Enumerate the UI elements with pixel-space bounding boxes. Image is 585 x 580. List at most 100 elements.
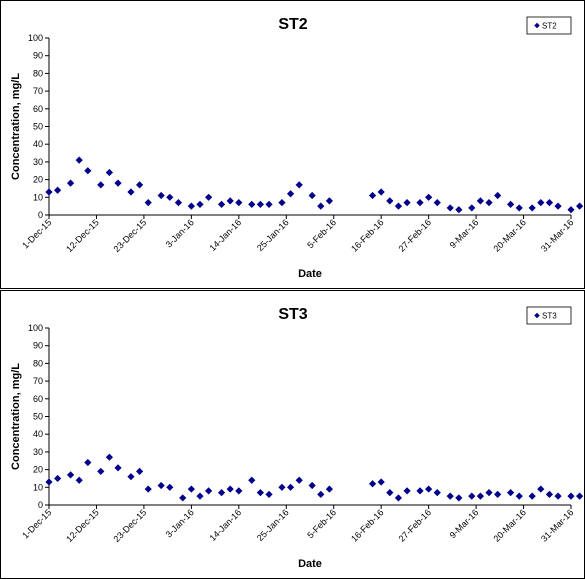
data-point xyxy=(248,200,256,208)
data-point xyxy=(54,474,62,483)
data-point xyxy=(97,181,105,189)
y-tick-label: 90 xyxy=(33,51,43,61)
data-point xyxy=(75,156,83,164)
y-tick-label: 30 xyxy=(33,447,43,457)
data-point xyxy=(278,199,286,207)
data-point xyxy=(174,199,183,207)
x-tick-label: 14-Jan-16 xyxy=(208,507,244,543)
data-point xyxy=(545,199,554,207)
x-tick-label: 16-Feb-16 xyxy=(349,507,385,543)
data-point xyxy=(166,483,174,491)
data-point xyxy=(256,200,264,208)
y-tick-label: 10 xyxy=(33,192,43,202)
y-tick-label: 0 xyxy=(38,500,43,510)
data-point xyxy=(494,191,502,200)
data-point xyxy=(235,487,243,495)
y-tick-label: 20 xyxy=(33,465,43,475)
data-point xyxy=(217,200,226,208)
data-point xyxy=(476,492,485,500)
x-tick-label: 27-Feb-16 xyxy=(397,507,433,543)
data-point xyxy=(455,494,463,502)
y-tick-label: 80 xyxy=(33,68,43,78)
y-tick-label: 10 xyxy=(33,482,43,492)
data-point xyxy=(265,490,273,498)
data-point xyxy=(196,200,204,208)
legend-label: ST3 xyxy=(542,312,557,321)
data-point xyxy=(66,179,75,187)
data-point xyxy=(286,190,295,198)
data-point xyxy=(97,467,105,475)
data-point xyxy=(157,191,165,200)
y-tick-label: 100 xyxy=(28,323,43,333)
x-tick-label: 12-Dec-15 xyxy=(64,507,101,544)
data-point xyxy=(325,485,334,493)
legend-box xyxy=(526,306,572,325)
data-point xyxy=(127,188,135,196)
data-point xyxy=(114,464,122,472)
data-point xyxy=(403,487,411,495)
data-point xyxy=(157,481,165,490)
chart-svg: ST3 0 10 20 30 40 50 60 70 80 90 100 1-Dec-15 12-Dec-… xyxy=(10,306,584,570)
data-point xyxy=(278,483,286,491)
legend: ST3 xyxy=(526,306,572,325)
x-axis-label: Date xyxy=(298,268,322,280)
data-point xyxy=(179,494,187,502)
x-tick-label: 27-Feb-16 xyxy=(397,217,433,253)
data-point xyxy=(554,202,562,210)
chart-title: ST3 xyxy=(278,306,307,323)
chart-panel-st2: ST2 0 10 20 30 40 50 60 70 80 90 100 1-Dec-15 12-Dec-… xyxy=(0,0,585,289)
y-tick-label: 40 xyxy=(33,429,43,439)
data-point xyxy=(144,199,152,207)
data-point xyxy=(425,193,433,201)
data-point xyxy=(507,200,515,208)
y-tick-label: 60 xyxy=(33,104,43,114)
data-point xyxy=(308,191,316,200)
x-tick-label: 9-Mar-16 xyxy=(448,507,481,540)
data-point xyxy=(576,492,584,500)
data-point xyxy=(54,186,62,194)
x-tick-label: 9-Mar-16 xyxy=(448,217,481,250)
x-tick-label: 23-Dec-15 xyxy=(112,217,149,254)
data-point xyxy=(468,492,476,500)
data-point xyxy=(286,483,295,491)
data-point xyxy=(226,485,234,493)
y-axis-label: Concentration, mg/L xyxy=(10,363,22,470)
data-point xyxy=(187,202,195,210)
x-tick-label: 5-Feb-16 xyxy=(305,217,338,250)
y-tick-label: 0 xyxy=(38,210,43,220)
data-point xyxy=(425,485,433,493)
data-point xyxy=(455,206,463,214)
data-point xyxy=(528,204,536,212)
data-point xyxy=(75,476,83,484)
data-point xyxy=(66,471,75,479)
data-point xyxy=(377,188,385,196)
data-point xyxy=(235,199,243,207)
y-tick-label: 50 xyxy=(33,122,43,132)
x-tick-label: 16-Feb-16 xyxy=(349,217,385,253)
data-point xyxy=(226,197,234,205)
x-tick-label: 23-Dec-15 xyxy=(112,507,149,544)
data-point xyxy=(248,476,256,484)
data-point xyxy=(205,193,213,201)
data-point xyxy=(485,199,493,207)
data-point xyxy=(515,204,523,212)
legend-label: ST2 xyxy=(542,22,557,31)
x-tick-label: 25-Jan-16 xyxy=(255,217,291,253)
x-tick-label: 3-Jan-16 xyxy=(164,507,196,539)
chart-svg: ST2 0 10 20 30 40 50 60 70 80 90 100 1-Dec-15 12-Dec-… xyxy=(10,16,584,280)
y-tick-label: 80 xyxy=(33,358,43,368)
data-point xyxy=(114,179,122,187)
legend-marker-icon xyxy=(534,22,540,29)
data-point xyxy=(295,181,303,189)
data-point xyxy=(377,478,385,486)
x-tick-label: 20-Mar-16 xyxy=(492,217,528,253)
data-point xyxy=(476,197,485,205)
data-point xyxy=(576,202,584,210)
data-point xyxy=(386,489,394,497)
data-point xyxy=(507,489,515,497)
y-tick-label: 30 xyxy=(33,157,43,167)
data-point xyxy=(45,478,53,486)
data-point xyxy=(166,193,174,201)
y-tick-label: 20 xyxy=(33,175,43,185)
data-point xyxy=(317,490,325,498)
